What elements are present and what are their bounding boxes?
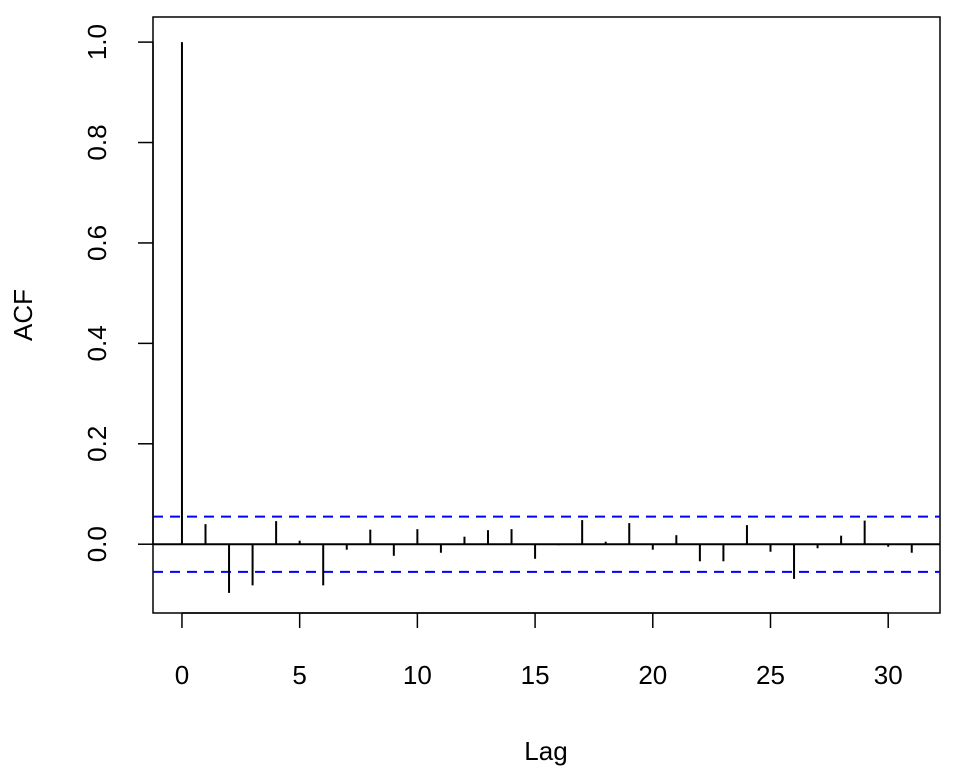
plot-frame [152, 16, 941, 614]
x-tick-label: 10 [403, 660, 432, 690]
x-tick-label: 5 [292, 660, 306, 690]
x-tick-label: 15 [521, 660, 550, 690]
y-tick-label: 0.8 [82, 124, 112, 160]
y-tick-label: 0.6 [82, 225, 112, 261]
x-axis-label: Lag [524, 736, 567, 766]
y-tick-label: 0.2 [82, 426, 112, 462]
y-tick-label: 1.0 [82, 24, 112, 60]
x-tick-label: 0 [175, 660, 189, 690]
y-tick-label: 0.4 [82, 325, 112, 361]
x-tick-label: 25 [756, 660, 785, 690]
x-tick-label: 30 [874, 660, 903, 690]
y-axis-label: ACF [8, 289, 38, 341]
y-tick-label: 0.0 [82, 526, 112, 562]
x-tick-label: 20 [638, 660, 667, 690]
